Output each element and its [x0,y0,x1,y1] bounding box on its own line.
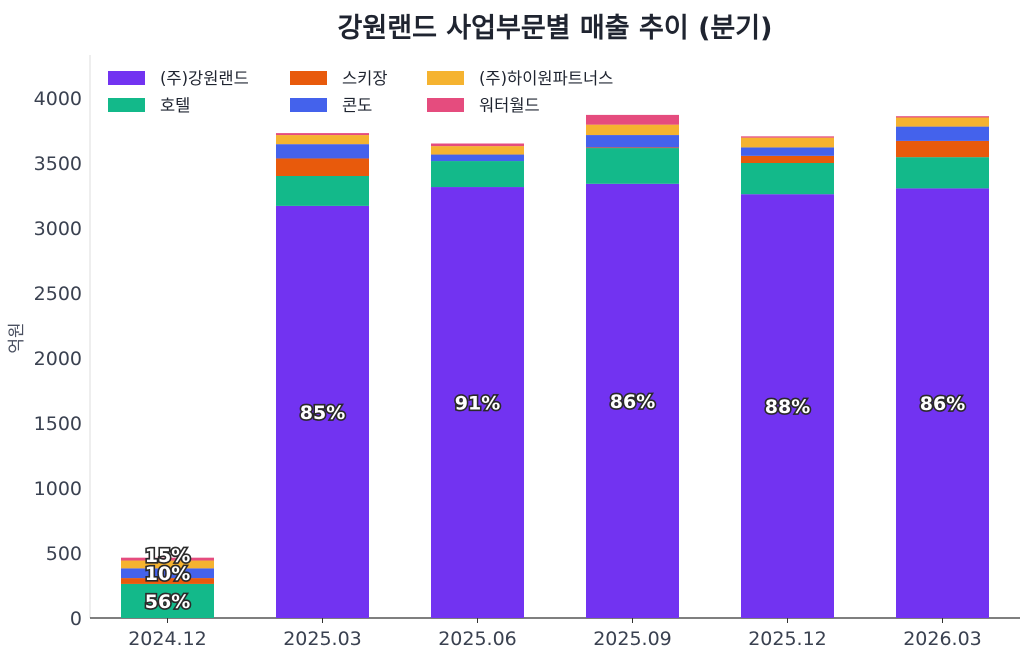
legend-label: 스키장 [342,69,388,88]
bar-segment [586,124,679,136]
legend-label: 워터월드 [479,96,540,115]
bar-segment [121,578,214,584]
legend-swatch [108,98,145,112]
bar-segment [121,557,214,561]
bar-segment [896,126,989,141]
y-axis: 0 500 1000 1500 2000 2500 3000 3500 4000 [34,55,91,630]
bar-segment [896,140,989,158]
legend-swatch [108,71,145,85]
y-tick-label: 2000 [34,348,82,370]
bar-segment [276,133,369,136]
bar-segment [586,148,679,184]
bar-segment [896,116,989,118]
bar-segment [586,147,679,149]
legend-swatch [290,98,327,112]
y-tick-label: 1500 [34,413,82,435]
y-tick-label: 1000 [34,478,82,500]
legend-item: (주)강원랜드 [108,69,249,88]
data-label: 85% [300,402,345,424]
legend-item: (주)하이원파트너스 [427,69,613,88]
legend-label: 콘도 [342,96,372,115]
legend-label: 호텔 [160,96,190,115]
bar-stack-group [121,114,989,619]
bar-segment [431,187,524,619]
y-tick-label: 4000 [34,88,82,110]
bar-segment [896,188,989,618]
legend-label: (주)하이원파트너스 [479,69,613,88]
legend-label: (주)강원랜드 [160,69,249,88]
bar-segment [896,157,989,189]
bar-segment [276,158,369,176]
bar-segment [431,161,524,188]
data-label: 86% [610,391,655,413]
bar-segment [586,114,679,125]
bar-segment [741,163,834,195]
legend-swatch [427,98,464,112]
x-tick-label: 2025.12 [748,628,827,650]
legend-item: 워터월드 [427,96,540,115]
chart-title: 강원랜드 사업부문별 매출 추이 (분기) [337,13,773,44]
bar-segment [741,194,834,618]
bar-segment [121,568,214,579]
bar-segment [431,143,524,147]
x-tick-label: 2025.03 [283,628,362,650]
bar-segment [431,154,524,162]
x-tick-label: 2025.06 [438,628,517,650]
y-tick-label: 0 [70,608,82,630]
y-tick-label: 3000 [34,218,82,240]
bar-segment [896,117,989,127]
x-tick-label: 2026.03 [903,628,982,650]
data-label: 56% [145,591,190,613]
bar-segment [276,144,369,159]
y-tick-label: 2500 [34,283,82,305]
y-tick-label: 500 [46,543,82,565]
bar-segment [121,583,214,618]
bar-segment [276,176,369,206]
bar-segment [741,147,834,156]
y-axis-label: 억원 [7,322,27,353]
legend-item: 콘도 [290,96,372,115]
y-tick-label: 3500 [34,153,82,175]
data-label-group: 56% 10%15% 85% 91% 86% 88% 86% [143,389,967,614]
bar-segment [586,135,679,148]
bar-segment [741,136,834,138]
bar-segment [121,560,214,569]
bar-segment [741,155,834,163]
data-label: 91% [455,393,500,415]
x-tick-label: 2025.09 [593,628,672,650]
bar-segment [741,137,834,148]
data-label: 15% [145,545,190,567]
bar-segment [276,135,369,145]
x-tick-label: 2024.12 [128,628,207,650]
data-label: 10% [145,563,190,585]
legend-swatch [427,71,464,85]
x-axis: 2024.12 2025.03 2025.06 2025.09 2025.12 2026.… [90,617,1020,650]
legend-item: 호텔 [108,96,190,115]
data-label: 86% [920,393,965,415]
data-label: 88% [765,396,810,418]
bar-segment [431,146,524,155]
bar-segment [276,205,369,618]
legend-swatch [290,71,327,85]
legend-item: 스키장 [290,69,388,88]
bar-segment [586,183,679,619]
